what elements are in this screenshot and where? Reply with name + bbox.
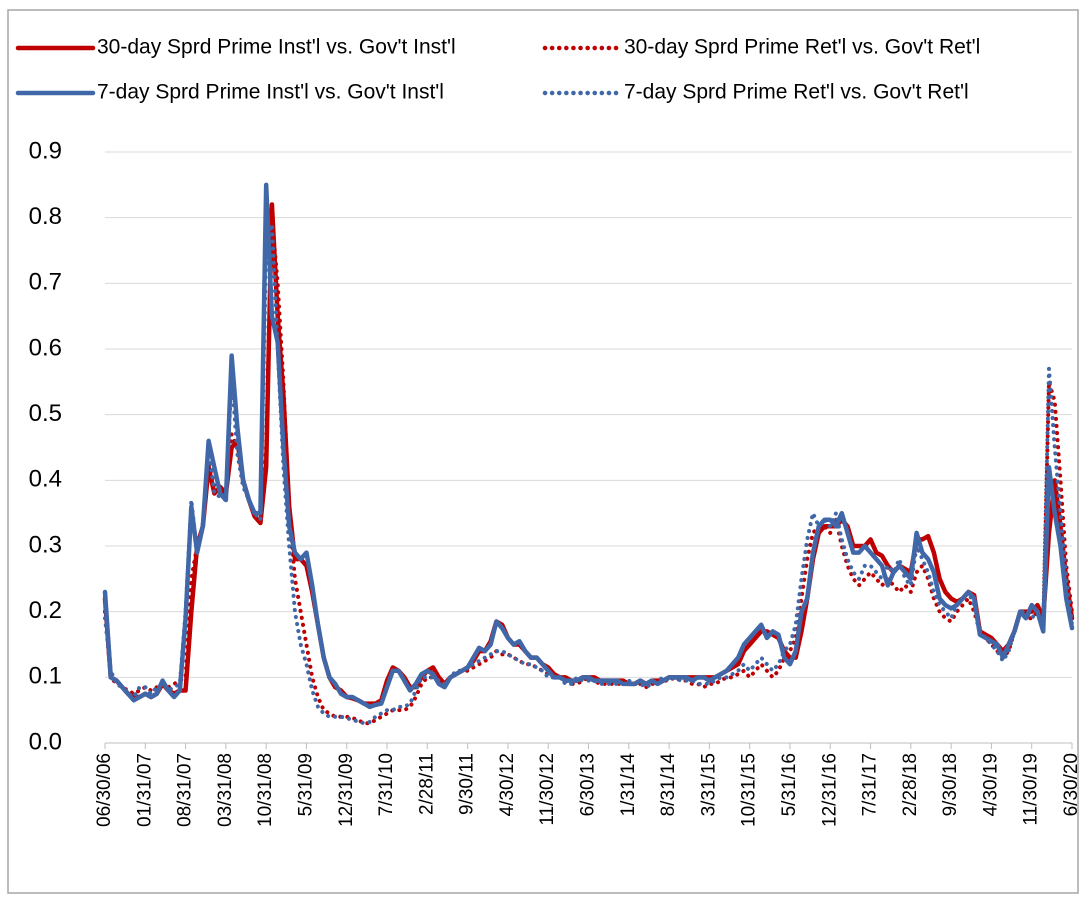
x-tick-label: 9/30/18 xyxy=(940,753,961,816)
y-tick-label: 0.9 xyxy=(29,137,62,164)
y-tick-label: 0.0 xyxy=(29,728,62,755)
legend-label: 30-day Sprd Prime Ret'l vs. Gov't Ret'l xyxy=(624,36,980,59)
x-tick-label: 5/31/16 xyxy=(779,753,800,816)
x-tick-label: 4/30/12 xyxy=(497,753,518,816)
x-tick-label: 03/31/08 xyxy=(215,753,236,827)
x-tick-label: 2/28/11 xyxy=(416,753,437,815)
x-tick-label: 1/31/14 xyxy=(618,753,639,817)
x-tick-label: 7/31/10 xyxy=(376,753,397,816)
series-line xyxy=(103,222,1074,726)
x-tick-label: 7/31/17 xyxy=(860,753,881,816)
x-tick-label: 8/31/14 xyxy=(658,753,679,817)
x-tick-label: 10/31/15 xyxy=(739,753,760,827)
legend-label: 30-day Sprd Prime Inst'l vs. Gov't Inst'… xyxy=(97,36,456,59)
x-tick-label: 3/31/15 xyxy=(698,753,719,816)
x-tick-label: 11/30/19 xyxy=(1021,753,1042,826)
x-tick-label: 12/31/09 xyxy=(336,753,357,827)
x-tick-label: 6/30/13 xyxy=(578,753,599,816)
y-tick-label: 0.2 xyxy=(29,597,62,624)
y-tick-label: 0.1 xyxy=(29,663,62,690)
series-line xyxy=(103,215,1074,726)
legend-label: 7-day Sprd Prime Inst'l vs. Gov't Inst'l xyxy=(97,81,444,104)
x-tick-label: 2/28/18 xyxy=(900,753,921,816)
y-tick-label: 0.4 xyxy=(29,466,62,493)
legend-label: 7-day Sprd Prime Ret'l vs. Gov't Ret'l xyxy=(624,81,969,104)
y-tick-label: 0.3 xyxy=(29,531,62,558)
chart-frame xyxy=(7,9,1079,894)
series-line xyxy=(102,182,1075,710)
x-tick-label: 4/30/19 xyxy=(980,753,1001,816)
x-tick-label: 01/31/07 xyxy=(134,753,155,827)
y-tick-label: 0.7 xyxy=(29,269,62,296)
x-tick-label: 12/31/16 xyxy=(819,753,840,827)
x-tick-label: 06/30/06 xyxy=(94,753,115,827)
y-tick-label: 0.8 xyxy=(29,203,62,230)
x-tick-label: 6/30/20 xyxy=(1061,753,1082,816)
x-tick-label: 11/30/12 xyxy=(537,753,558,826)
x-tick-label: 10/31/08 xyxy=(255,753,276,827)
x-tick-label: 08/31/07 xyxy=(175,753,196,827)
y-tick-label: 0.6 xyxy=(29,334,62,361)
x-tick-label: 5/31/09 xyxy=(295,753,316,816)
y-tick-label: 0.5 xyxy=(29,400,62,427)
x-tick-label: 9/30/11 xyxy=(457,753,478,815)
